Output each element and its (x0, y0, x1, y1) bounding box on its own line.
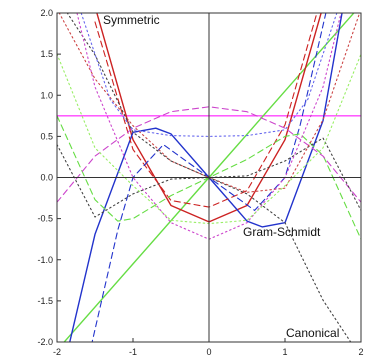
y-tick-label: -0.5 (37, 214, 53, 224)
y-tick-label: 1.5 (40, 49, 53, 59)
y-tick-label: 2.0 (40, 8, 53, 18)
x-tick-label: 1 (282, 347, 287, 357)
annotation-label-2: Gram-Schmidt (243, 225, 321, 239)
series-line-10 (58, 13, 361, 193)
y-tick-label: -2.0 (37, 337, 53, 347)
annotation-label-1: Symmetric (103, 13, 160, 27)
y-tick-label: 1.0 (40, 90, 53, 100)
x-tick-label: 0 (206, 347, 211, 357)
y-tick-label: -1.5 (37, 296, 53, 306)
x-tick-label: -2 (53, 347, 61, 357)
annotation-label-3: Canonical (286, 326, 339, 340)
y-tick-label: 0.0 (40, 173, 53, 183)
series-line-12 (80, 13, 338, 137)
labels-layer: -2 -1 0 1 2 -2.0 -1.5 -1.0 -0.5 0.0 0.5 1.0 1.5 2.0 Sy… (37, 8, 363, 357)
y-tick-label: -1.0 (37, 255, 53, 265)
x-tick-label: -1 (129, 347, 137, 357)
axes-layer (56, 12, 362, 343)
x-tick-label: 2 (358, 347, 363, 357)
series-line-8 (57, 106, 361, 203)
y-tick-label: 0.5 (40, 131, 53, 141)
